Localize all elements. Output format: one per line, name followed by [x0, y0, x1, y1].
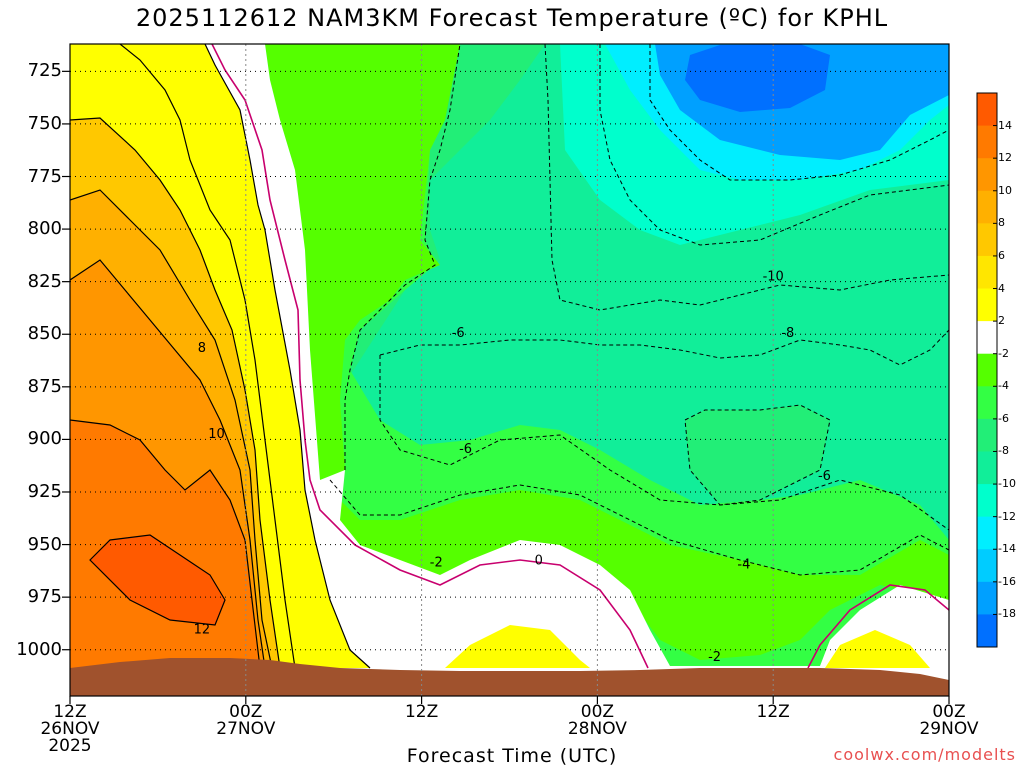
colorbar-label: -4: [998, 379, 1009, 393]
colorbar: [976, 92, 998, 648]
band-minus-4-upper: [265, 44, 460, 480]
contour-warm-outer: [119, 44, 296, 669]
colorbar-swatch: [977, 190, 997, 224]
colorbar-label: -16: [998, 574, 1016, 588]
contour-label: -8: [781, 326, 794, 341]
colorbar-swatch: [977, 223, 997, 257]
colorbar-label: -14: [998, 542, 1016, 556]
contour-minus-4-dashed: [329, 479, 949, 576]
x-tick-label: 12Z: [404, 702, 439, 722]
band-minus-18: [685, 44, 830, 112]
contour-freezing-west: [211, 44, 649, 669]
contour-minus-10-dashed: [544, 44, 949, 311]
colorbar-swatch: [977, 516, 997, 550]
contour-label: -4: [737, 557, 750, 572]
colorbar-swatch: [977, 125, 997, 159]
contour-warm-8: [70, 189, 273, 669]
contour-minus-8-dashed: [379, 329, 949, 366]
colorbar-swatch: [977, 418, 997, 452]
x-axis-ticks: [69, 696, 950, 704]
y-tick-label: 775: [27, 165, 62, 187]
colorbar-label: -10: [998, 477, 1016, 491]
colorbar-swatch: [977, 614, 997, 648]
contour-label: 8: [198, 341, 206, 356]
colorbar-label: -8: [998, 444, 1009, 458]
contour-warm-6: [70, 117, 281, 669]
colorbar-swatch: [977, 255, 997, 290]
band-plus-2-east: [825, 630, 930, 668]
contour-label: -6: [452, 326, 465, 341]
colorbar-swatch: [977, 549, 997, 583]
colorbar-swatch: [977, 386, 997, 420]
band-plus-2-mid: [445, 625, 590, 668]
y-tick-label: 750: [27, 112, 62, 134]
colorbar-label: -18: [998, 607, 1016, 621]
band-minus-8-east: [685, 405, 830, 505]
contour-warm-10: [70, 259, 266, 669]
band-minus-4-lower: [310, 490, 949, 660]
contour-label: 12: [194, 623, 211, 638]
x-tick-label: 12Z 26NOV 2025: [40, 702, 100, 756]
colorbar-label: 12: [998, 151, 1012, 165]
colorbar-label: 10: [998, 183, 1012, 197]
contour-label: 0: [535, 553, 543, 568]
colorbar-swatch: [977, 581, 997, 615]
x-tick-label: 00Z 28NOV: [567, 702, 627, 739]
y-tick-label: 725: [27, 60, 62, 82]
band-plus-14: [90, 535, 225, 625]
colorbar-label: -6: [998, 411, 1009, 425]
colorbar-label: 2: [998, 314, 1005, 328]
contour-minus-6-lower-dashed: [379, 355, 949, 531]
plot-frame: [69, 43, 950, 697]
colorbar-label: -2: [998, 346, 1009, 360]
colorbar-swatch: [977, 484, 997, 518]
y-tick-label: 825: [27, 270, 62, 292]
colorbar-swatch: [977, 321, 997, 355]
colorbar-swatch: [977, 158, 997, 192]
colorbar-frame: [976, 92, 998, 648]
y-tick-label: 925: [27, 480, 62, 502]
contour-minus-6-dashed: [344, 44, 461, 470]
contour-minus-8-east-dashed: [684, 404, 831, 506]
contour-warm-12: [70, 419, 261, 669]
y-tick-label: 1000: [16, 638, 62, 660]
colorbar-label: 8: [998, 216, 1005, 230]
y-tick-label: 850: [27, 323, 62, 345]
y-tick-label: 900: [27, 428, 62, 450]
y-tick-label: 875: [27, 375, 62, 397]
credit-link[interactable]: coolwx.com/modelts: [833, 745, 1016, 764]
contour-minus-12-dashed: [599, 44, 949, 246]
y-tick-label: 950: [27, 533, 62, 555]
x-tick-label: 00Z 29NOV: [919, 702, 979, 739]
x-tick-label: 12Z: [756, 702, 790, 722]
x-tick-label: 00Z 27NOV: [216, 702, 276, 739]
colorbar-label: 6: [998, 248, 1005, 262]
chart-title: 2025112612 NAM3KM Forecast Temperature (…: [135, 4, 889, 32]
colorbar-swatch: [977, 93, 997, 127]
colorbar-swatch: [977, 353, 997, 387]
colorbar-label: 4: [998, 281, 1005, 295]
contour-label: -6: [459, 442, 472, 457]
contour-label: 10: [208, 427, 225, 442]
x-axis-label: Forecast Time (UTC): [406, 745, 618, 767]
contour-plus-2: [204, 44, 371, 669]
ground-surface: [70, 658, 949, 696]
contour-label: -2: [708, 650, 721, 665]
contour-labels: 8 10 12 -6 -6 -2 0 -10 -8 -6 -4 -2: [194, 269, 831, 665]
contour-label: -10: [763, 269, 784, 284]
contour-label: -2: [430, 555, 443, 570]
y-axis-ticks: [62, 70, 70, 651]
colorbar-label: 14: [998, 118, 1012, 132]
y-tick-label: 800: [27, 218, 62, 240]
contour-label: -6: [818, 469, 831, 484]
colorbar-swatch: [977, 451, 997, 485]
colorbar-label: -12: [998, 509, 1016, 523]
contour-warm-14: [89, 534, 226, 626]
colorbar-swatch: [977, 288, 997, 322]
y-tick-label: 975: [27, 586, 62, 608]
